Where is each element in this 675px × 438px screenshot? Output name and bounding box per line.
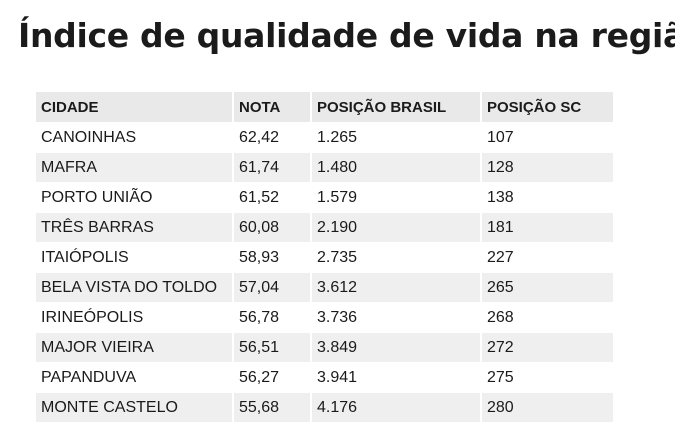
table-row: PORTO UNIÃO 61,52 1.579 138 (36, 182, 613, 213)
cell-nota: 58,93 (233, 242, 312, 273)
table-body: CANOINHAS 62,42 1.265 107 MAFRA 61,74 1.480 128… (36, 122, 613, 423)
cell-cidade: PAPANDUVA (36, 362, 234, 393)
cell-cidade: MAFRA (36, 152, 234, 183)
page-title: Índice de qualidade de vida na região (18, 16, 675, 55)
cell-nota: 56,78 (233, 302, 312, 333)
cell-cidade: IRINEÓPOLIS (36, 302, 234, 333)
cell-posicao-brasil: 2.735 (311, 242, 482, 273)
cell-cidade: MONTE CASTELO (36, 392, 234, 423)
column-header-posicao-sc: POSIÇÃO SC (481, 92, 613, 123)
cell-cidade: MAJOR VIEIRA (36, 332, 234, 363)
cell-cidade: BELA VISTA DO TOLDO (36, 272, 234, 303)
cell-posicao-brasil: 3.941 (311, 362, 482, 393)
table-row: CANOINHAS 62,42 1.265 107 (36, 122, 613, 153)
cell-cidade: ITAIÓPOLIS (36, 242, 234, 273)
cell-posicao-sc: 280 (481, 392, 613, 423)
cell-posicao-sc: 181 (481, 212, 613, 243)
cell-cidade: TRÊS BARRAS (36, 212, 234, 243)
cell-nota: 56,27 (233, 362, 312, 393)
table-row: MAFRA 61,74 1.480 128 (36, 152, 613, 183)
cell-nota: 60,08 (233, 212, 312, 243)
cell-posicao-sc: 272 (481, 332, 613, 363)
cell-nota: 55,68 (233, 392, 312, 423)
table-row: ITAIÓPOLIS 58,93 2.735 227 (36, 242, 613, 273)
cell-posicao-sc: 107 (481, 122, 613, 153)
table-row: PAPANDUVA 56,27 3.941 275 (36, 362, 613, 393)
table-row: MONTE CASTELO 55,68 4.176 280 (36, 392, 613, 423)
cell-posicao-sc: 138 (481, 182, 613, 213)
cell-nota: 61,52 (233, 182, 312, 213)
cell-posicao-brasil: 1.579 (311, 182, 482, 213)
table-row: TRÊS BARRAS 60,08 2.190 181 (36, 212, 613, 243)
column-header-posicao-brasil: POSIÇÃO BRASIL (311, 92, 482, 123)
table-row: IRINEÓPOLIS 56,78 3.736 268 (36, 302, 613, 333)
column-header-nota: NOTA (233, 92, 312, 123)
cell-posicao-sc: 265 (481, 272, 613, 303)
cell-posicao-sc: 128 (481, 152, 613, 183)
cell-posicao-sc: 275 (481, 362, 613, 393)
cell-cidade: CANOINHAS (36, 122, 234, 153)
cell-nota: 61,74 (233, 152, 312, 183)
table-row: MAJOR VIEIRA 56,51 3.849 272 (36, 332, 613, 363)
cell-posicao-brasil: 2.190 (311, 212, 482, 243)
cell-cidade: PORTO UNIÃO (36, 182, 234, 213)
cell-posicao-brasil: 3.849 (311, 332, 482, 363)
cell-posicao-brasil: 3.612 (311, 272, 482, 303)
cell-nota: 56,51 (233, 332, 312, 363)
cell-posicao-sc: 268 (481, 302, 613, 333)
quality-of-life-table: CIDADE NOTA POSIÇÃO BRASIL POSIÇÃO SC CA… (36, 92, 613, 423)
table-header-row: CIDADE NOTA POSIÇÃO BRASIL POSIÇÃO SC (36, 92, 613, 123)
column-header-cidade: CIDADE (36, 92, 234, 123)
cell-posicao-sc: 227 (481, 242, 613, 273)
cell-posicao-brasil: 1.265 (311, 122, 482, 153)
cell-posicao-brasil: 3.736 (311, 302, 482, 333)
cell-posicao-brasil: 4.176 (311, 392, 482, 423)
table-row: BELA VISTA DO TOLDO 57,04 3.612 265 (36, 272, 613, 303)
cell-posicao-brasil: 1.480 (311, 152, 482, 183)
cell-nota: 62,42 (233, 122, 312, 153)
cell-nota: 57,04 (233, 272, 312, 303)
